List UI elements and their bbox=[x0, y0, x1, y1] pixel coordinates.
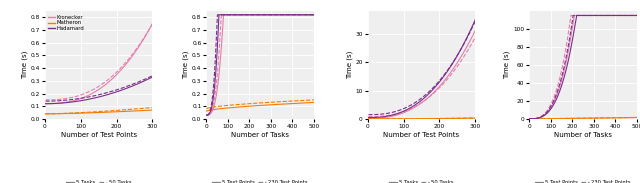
Y-axis label: Time (s): Time (s) bbox=[21, 51, 28, 79]
Legend: 5 Tasks, 50 Tasks: 5 Tasks, 50 Tasks bbox=[64, 178, 133, 183]
X-axis label: Number of Tasks: Number of Tasks bbox=[231, 132, 289, 138]
Legend: 5 Test Points, 230 Test Points: 5 Test Points, 230 Test Points bbox=[210, 178, 310, 183]
Y-axis label: Time (s): Time (s) bbox=[346, 51, 353, 79]
X-axis label: Number of Test Points: Number of Test Points bbox=[61, 132, 137, 138]
Y-axis label: Time (s): Time (s) bbox=[183, 51, 189, 79]
X-axis label: Number of Tasks: Number of Tasks bbox=[554, 132, 612, 138]
Y-axis label: Time (s): Time (s) bbox=[504, 51, 510, 79]
Legend: 5 Tasks, 50 Tasks: 5 Tasks, 50 Tasks bbox=[387, 178, 456, 183]
Legend: 5 Test Points, 230 Test Points: 5 Test Points, 230 Test Points bbox=[533, 178, 633, 183]
X-axis label: Number of Test Points: Number of Test Points bbox=[383, 132, 460, 138]
